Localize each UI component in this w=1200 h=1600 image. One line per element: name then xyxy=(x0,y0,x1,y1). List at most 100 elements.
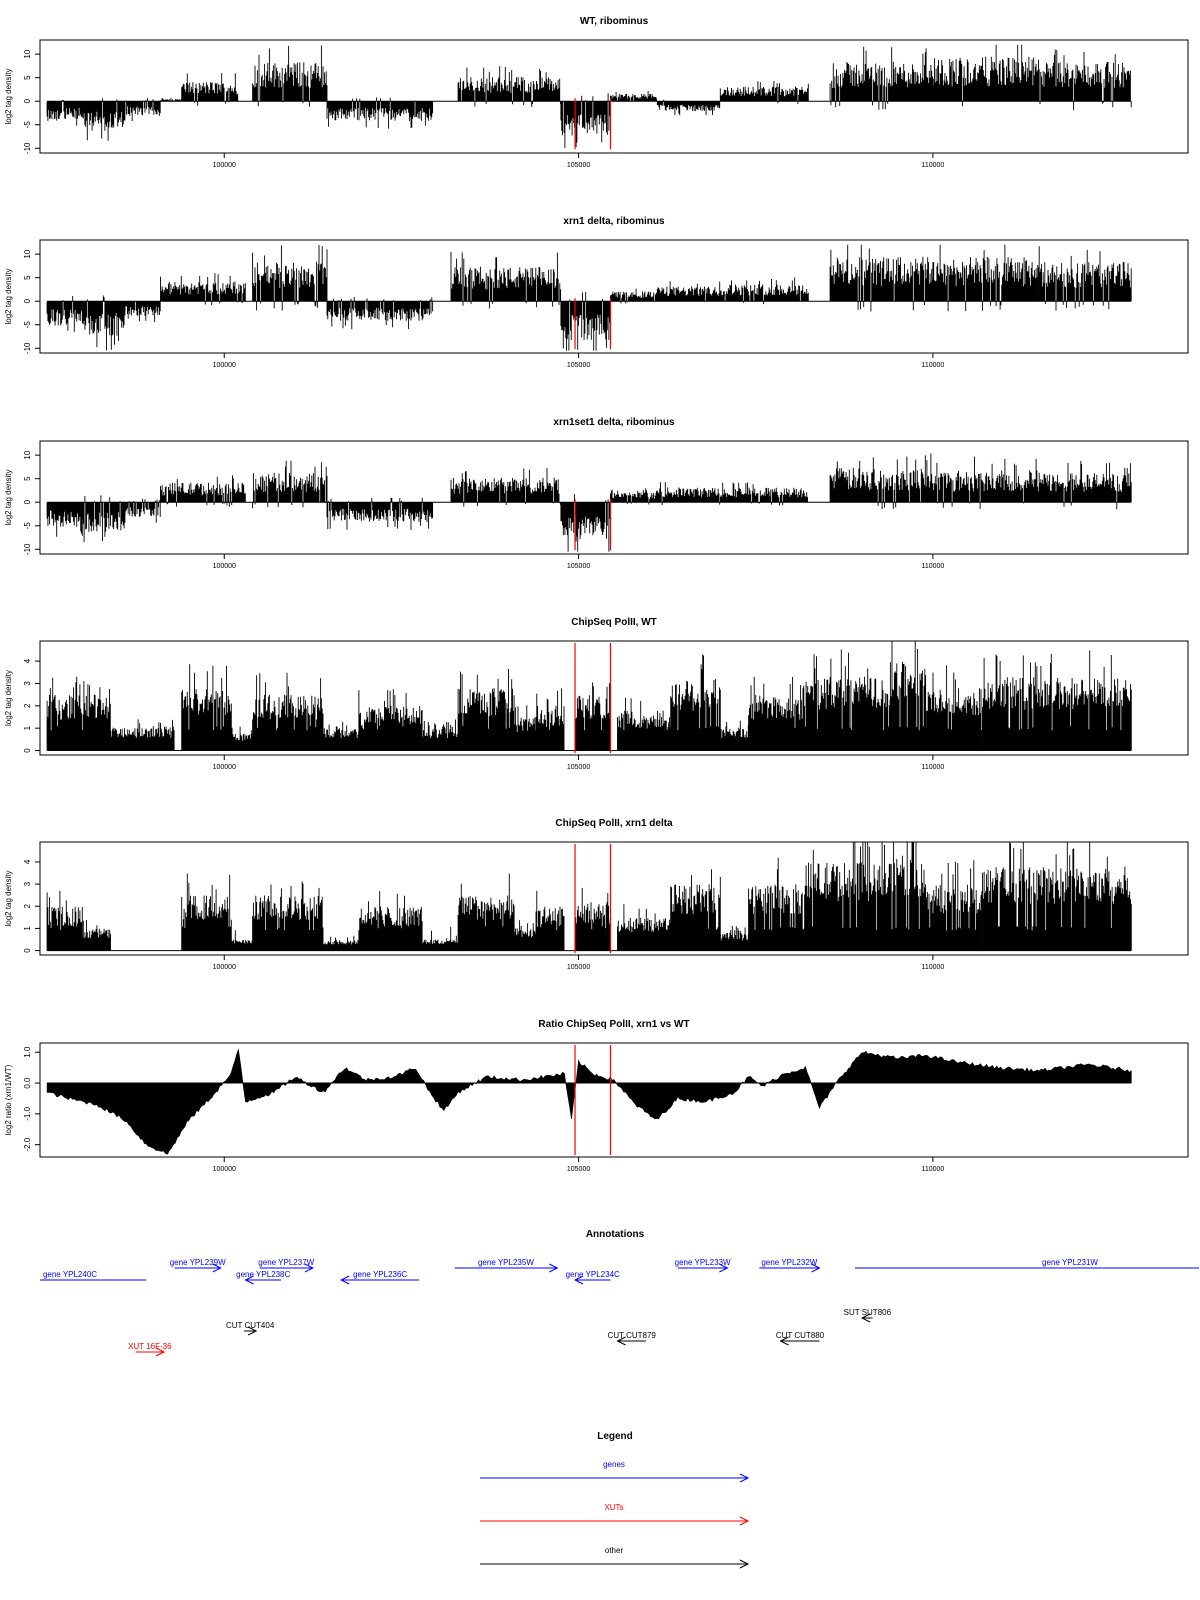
y-tick-label: 0 xyxy=(23,748,32,753)
signal-bars xyxy=(829,244,933,312)
signal-segment xyxy=(560,292,611,351)
feature-gene-ypl234c: gene YPL234C xyxy=(566,1270,620,1285)
signal-bars xyxy=(46,502,83,537)
annotation-features: gene YPL240C gene YPL239W gene YPL238C gene… xyxy=(40,1258,1199,1357)
feature-gene-ypl237w: gene YPL237W xyxy=(258,1258,315,1273)
signal-segment xyxy=(982,842,1132,951)
signal-bars xyxy=(82,295,126,351)
signal-bars xyxy=(326,297,434,330)
legend-arrow xyxy=(480,1516,750,1526)
series-positive_bars xyxy=(46,641,1132,752)
signal-bars xyxy=(829,46,933,110)
signal-segment xyxy=(829,46,933,110)
signal-segment xyxy=(656,99,721,116)
signal-segment xyxy=(82,295,126,351)
feature-arrowhead xyxy=(340,1275,350,1285)
signal-segment xyxy=(457,668,515,751)
feature-arrowhead xyxy=(212,1263,222,1273)
signal-bars xyxy=(670,869,721,951)
signal-bars xyxy=(748,676,806,751)
signal-bars xyxy=(719,277,809,305)
signal-bars xyxy=(124,498,161,523)
signal-bars xyxy=(252,881,324,951)
feature-arrow xyxy=(244,1326,258,1336)
signal-bars xyxy=(804,649,891,751)
y-tick-label: 2 xyxy=(23,903,32,908)
feature-cut-cut879: CUT CUT879 xyxy=(608,1331,656,1346)
signal-segment xyxy=(160,475,246,507)
signal-segment xyxy=(358,689,423,751)
y-axis-label: log2 tag density xyxy=(4,68,13,124)
signal-bars xyxy=(323,721,360,751)
signal-bars xyxy=(326,497,434,530)
signal-bars xyxy=(450,468,562,507)
feature-arrowhead xyxy=(860,1313,871,1323)
panel-chipseq-wt: ChipSeq PolII, WT log2 tag density 0 1 2 3 4 10… xyxy=(4,617,1189,771)
signal-segment xyxy=(719,277,809,305)
y-tick-label: -5 xyxy=(23,522,32,530)
signal-bars xyxy=(46,676,111,751)
legend-item-genes: genes xyxy=(480,1460,750,1483)
panel-title: xrn1 delta, ribominus xyxy=(563,216,665,227)
x-tick-label: 110000 xyxy=(921,563,944,570)
plot-frame xyxy=(39,640,1189,756)
x-tick-label: 105000 xyxy=(567,1166,590,1173)
signal-segment xyxy=(124,301,161,322)
signal-bars xyxy=(617,697,671,751)
legend-label: genes xyxy=(603,1460,625,1469)
signal-segment xyxy=(932,44,1039,107)
feature-arrowhead xyxy=(811,1263,821,1273)
feature-gene-ypl233w: gene YPL233W xyxy=(675,1258,731,1273)
y-tick-label: 4 xyxy=(23,658,32,663)
feature-arrow xyxy=(779,1336,820,1346)
signal-bars xyxy=(422,926,459,951)
signal-bars xyxy=(889,842,927,951)
y-tick-label: 1 xyxy=(23,725,32,730)
signal-segment xyxy=(925,665,983,751)
series-signed_bars xyxy=(46,44,1132,148)
signal-segment xyxy=(535,688,565,751)
feature-label: gene YPL239W xyxy=(170,1258,226,1267)
feature-arrowhead xyxy=(304,1263,314,1273)
feature-label: gene YPL237W xyxy=(258,1258,314,1267)
y-tick-label: 0.0 xyxy=(23,1077,32,1089)
signal-bars xyxy=(82,495,126,543)
signal-bars xyxy=(514,920,537,951)
signal-segment xyxy=(932,456,1039,509)
signal-segment xyxy=(514,705,537,751)
signal-bars xyxy=(160,97,182,102)
feature-arrowhead xyxy=(244,1275,254,1285)
signal-bars xyxy=(982,842,1132,951)
signal-bars xyxy=(124,301,161,322)
signal-bars xyxy=(829,453,933,510)
signal-bars xyxy=(252,244,328,311)
panel-title: WT, ribominus xyxy=(580,16,649,27)
signal-segment xyxy=(560,93,611,148)
feature-arrowhead xyxy=(155,1347,166,1357)
signal-bars xyxy=(82,920,111,951)
signal-bars xyxy=(1038,246,1132,311)
panel-ratio: Ratio ChipSeq PolII, xrn1 vs WT log2 rati… xyxy=(4,1019,1189,1173)
signal-segment xyxy=(656,281,721,302)
signal-bars xyxy=(230,930,253,951)
signal-segment xyxy=(932,244,1039,312)
signal-bars xyxy=(719,482,809,506)
signal-bars xyxy=(252,672,324,751)
signal-bars xyxy=(932,456,1039,509)
signal-segment xyxy=(252,45,328,107)
y-tick-label: -1.0 xyxy=(23,1106,32,1120)
signal-segment xyxy=(889,641,927,751)
signal-bars xyxy=(160,475,246,507)
panel-title: ChipSeq PolII, xrn1 delta xyxy=(555,818,673,829)
x-tick-label: 110000 xyxy=(921,1166,944,1173)
signal-segment xyxy=(1038,49,1132,111)
y-tick-label: 5 xyxy=(23,275,32,280)
feature-arrowhead xyxy=(739,1516,750,1526)
y-tick-label: 4 xyxy=(23,859,32,864)
signal-segment xyxy=(804,649,891,751)
feature-gene-ypl232w: gene YPL232W xyxy=(759,1258,821,1273)
y-tick-label: 3 xyxy=(23,681,32,686)
signal-segment xyxy=(323,721,360,751)
